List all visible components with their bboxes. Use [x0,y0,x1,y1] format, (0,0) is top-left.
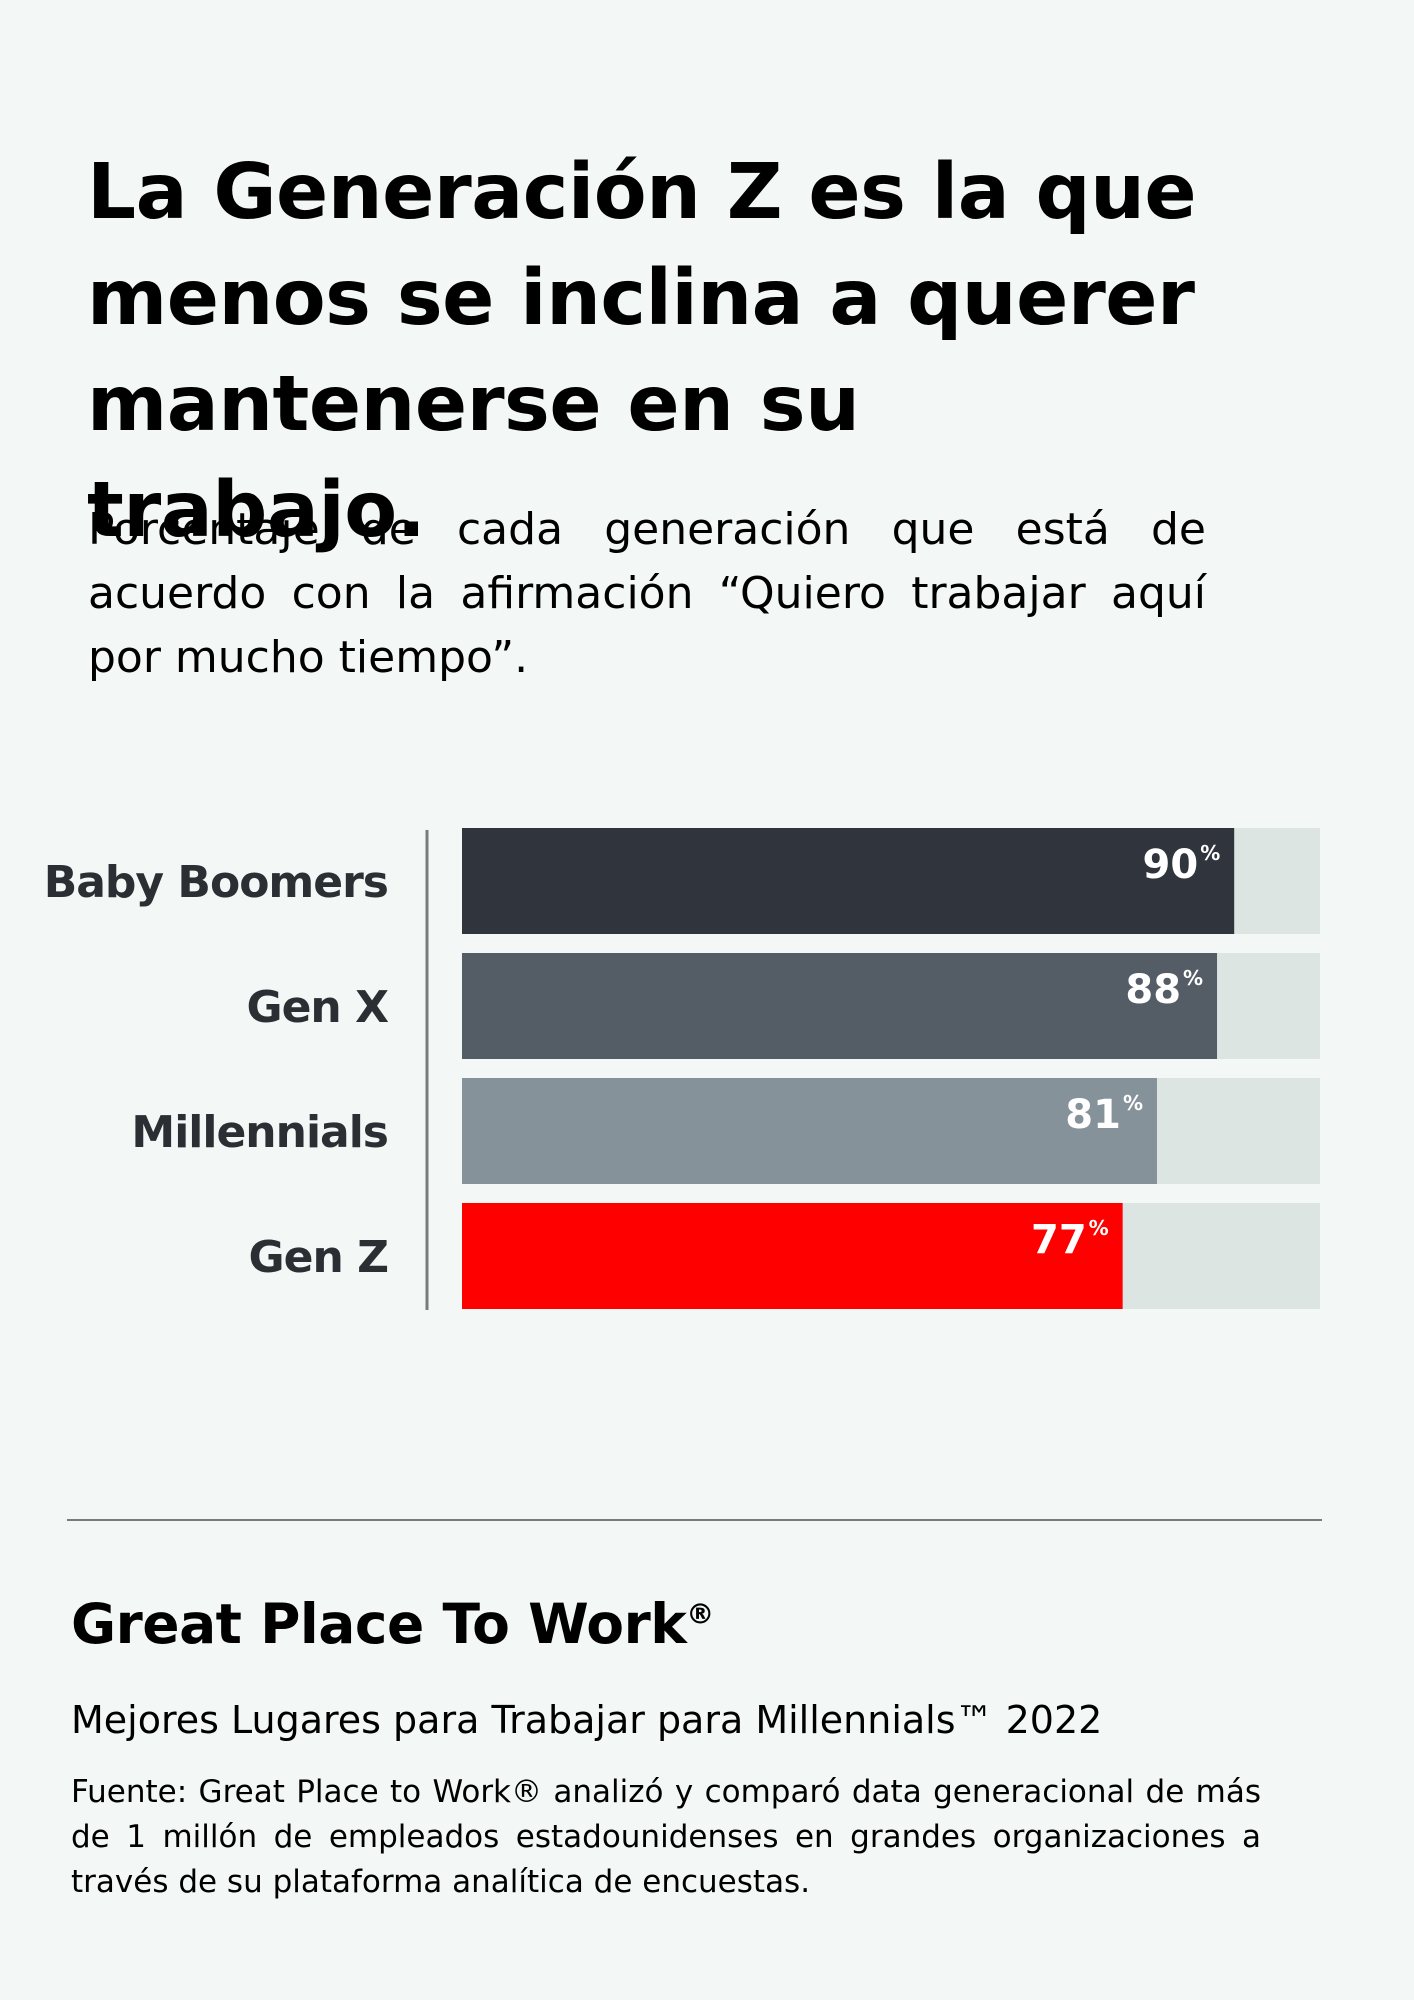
list-name: Mejores Lugares para Trabajar para Mille… [71,1698,1103,1742]
bar [462,1078,1157,1184]
data-label-unit: % [1089,1216,1109,1240]
divider [67,1519,1322,1521]
data-label-unit: % [1123,1091,1143,1115]
data-label: 90 [1143,842,1199,888]
category-label: Baby Boomers [44,857,388,908]
bar [462,953,1218,1059]
source-note: Fuente: Great Place to Work® analizó y c… [71,1774,1261,1900]
category-label: Millennials [131,1107,388,1158]
registered-mark: ® [686,1597,714,1631]
data-label: 77 [1031,1217,1087,1263]
bar [462,1203,1123,1309]
data-label-unit: % [1200,841,1220,865]
brand-text: Great Place To Work [71,1592,687,1656]
category-label: Gen Z [248,1232,388,1283]
brand-name: Great Place To Work® [71,1592,714,1656]
bar-chart: Baby Boomers 90 % Gen X 88 % Millennials 81 % Gen… [44,828,1320,1310]
category-label: Gen X [246,982,389,1033]
data-label: 88 [1125,967,1181,1013]
headline: La Generación Z es la que menos se incli… [87,148,1197,555]
data-label: 81 [1065,1092,1121,1138]
bar [462,828,1235,934]
data-label-unit: % [1183,966,1203,990]
chart-subtitle: Porcentaje de cada generación que está d… [88,504,1206,683]
